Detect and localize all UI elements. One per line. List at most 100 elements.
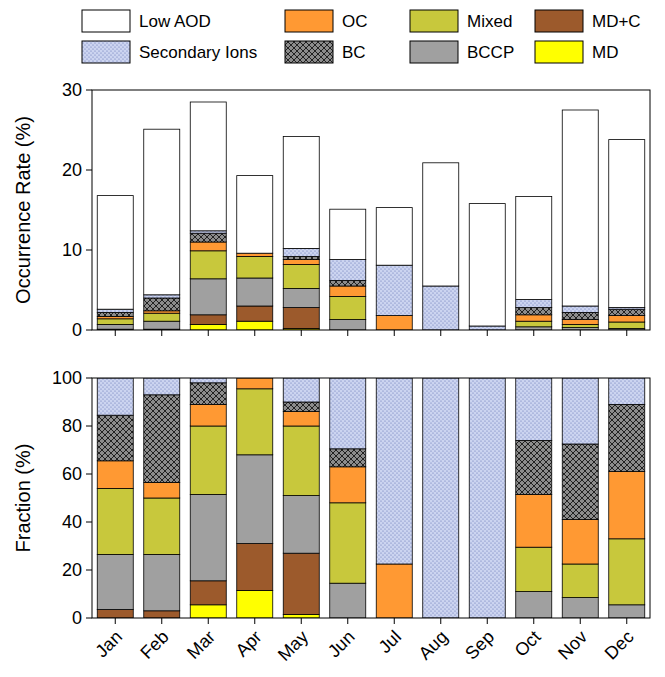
legend: Low AODOCMixedMD+CSecondary IonsBCBCCPMD [82, 10, 641, 63]
bar-segment [330, 467, 366, 503]
bar-segment [97, 378, 133, 415]
y-tick [86, 330, 92, 331]
bar-segment [516, 196, 552, 299]
bar-segment [190, 605, 226, 618]
bar-segment [516, 547, 552, 591]
bar-segment [283, 248, 319, 256]
bar-segment [330, 503, 366, 583]
bar-segment [283, 402, 319, 412]
bar-segment [283, 426, 319, 496]
x-tick [580, 618, 581, 624]
bar-segment [237, 278, 273, 306]
bar-segment [97, 196, 133, 310]
bar-segment [283, 260, 319, 265]
bar-segment [144, 395, 180, 483]
bar-segment [190, 378, 226, 383]
bar-segment [97, 461, 133, 489]
bar-segment [283, 264, 319, 288]
x-tick-label: Sep [461, 627, 498, 664]
bar-segment [562, 598, 598, 618]
bar-segment [562, 444, 598, 520]
x-tick-label: Feb [136, 627, 172, 663]
bar-segment [237, 455, 273, 544]
x-tick [161, 618, 162, 624]
x-tick [347, 330, 348, 336]
bar-segment [237, 253, 273, 256]
y-tick-label: 60 [62, 464, 82, 484]
legend-swatch [82, 10, 130, 32]
bar-segment [97, 610, 133, 618]
x-tick-label: Nov [554, 627, 591, 664]
x-tick [487, 618, 488, 624]
bar-segment [237, 321, 273, 330]
x-tick-label: May [274, 627, 312, 665]
bar-segment [423, 286, 459, 330]
bar-segment [144, 554, 180, 610]
y-tick [86, 378, 92, 379]
bar-segment [562, 320, 598, 325]
bar-segment [190, 324, 226, 330]
x-tick-label: Apr [232, 627, 266, 661]
legend-swatch [410, 10, 458, 32]
bar-segment [562, 520, 598, 564]
bar-segment [562, 564, 598, 598]
bar-segment [144, 313, 180, 321]
bar-segment [190, 494, 226, 580]
y-tick [86, 250, 92, 251]
legend-label: BC [342, 43, 366, 62]
x-tick [580, 330, 581, 336]
bar-segment [609, 309, 645, 315]
bar-segment [190, 251, 226, 279]
x-tick [533, 618, 534, 624]
x-tick [254, 330, 255, 336]
bar-segment [562, 110, 598, 306]
bar-segment [97, 309, 133, 312]
bar-segment [190, 102, 226, 231]
plot-frame [92, 378, 650, 618]
bar-segment [609, 539, 645, 605]
bar-segment [469, 204, 505, 326]
panel: 0102030Occurrence Rate (%) [12, 80, 650, 340]
bar-segment [190, 279, 226, 315]
bar-segment [330, 296, 366, 319]
bar-segment [330, 286, 366, 296]
y-tick [86, 618, 92, 619]
bar-segment [609, 605, 645, 618]
bar-segment [190, 426, 226, 494]
legend-swatch [82, 41, 130, 63]
bar-segment [283, 256, 319, 259]
y-tick-label: 80 [62, 416, 82, 436]
bar-segment [609, 404, 645, 471]
y-tick-label: 10 [62, 240, 82, 260]
y-tick-label: 30 [62, 80, 82, 100]
y-tick-label: 0 [72, 320, 82, 340]
bar-segment [144, 378, 180, 395]
legend-label: Low AOD [139, 12, 211, 31]
bar-segment [376, 316, 412, 330]
bar-segment [237, 176, 273, 254]
x-tick [254, 618, 255, 624]
y-tick [86, 522, 92, 523]
y-tick-label: 20 [62, 160, 82, 180]
bar-segment [283, 288, 319, 307]
y-tick [86, 426, 92, 427]
bar-segment [330, 280, 366, 286]
bars [97, 378, 645, 618]
legend-label: BCCP [467, 43, 514, 62]
bar-segment [423, 163, 459, 286]
bar-segment [190, 581, 226, 605]
bar-segment [283, 136, 319, 248]
y-tick-label: 0 [72, 608, 82, 628]
bar-segment [516, 308, 552, 315]
bar-segment [283, 553, 319, 614]
x-tick [208, 330, 209, 336]
bar-segment [609, 322, 645, 328]
x-tick [394, 618, 395, 624]
bar-segment [609, 316, 645, 322]
x-tick [347, 618, 348, 624]
bar-segment [97, 319, 133, 325]
bar-segment [144, 298, 180, 311]
bar-segment [562, 324, 598, 327]
bar-segment [516, 440, 552, 494]
legend-swatch [285, 41, 333, 63]
